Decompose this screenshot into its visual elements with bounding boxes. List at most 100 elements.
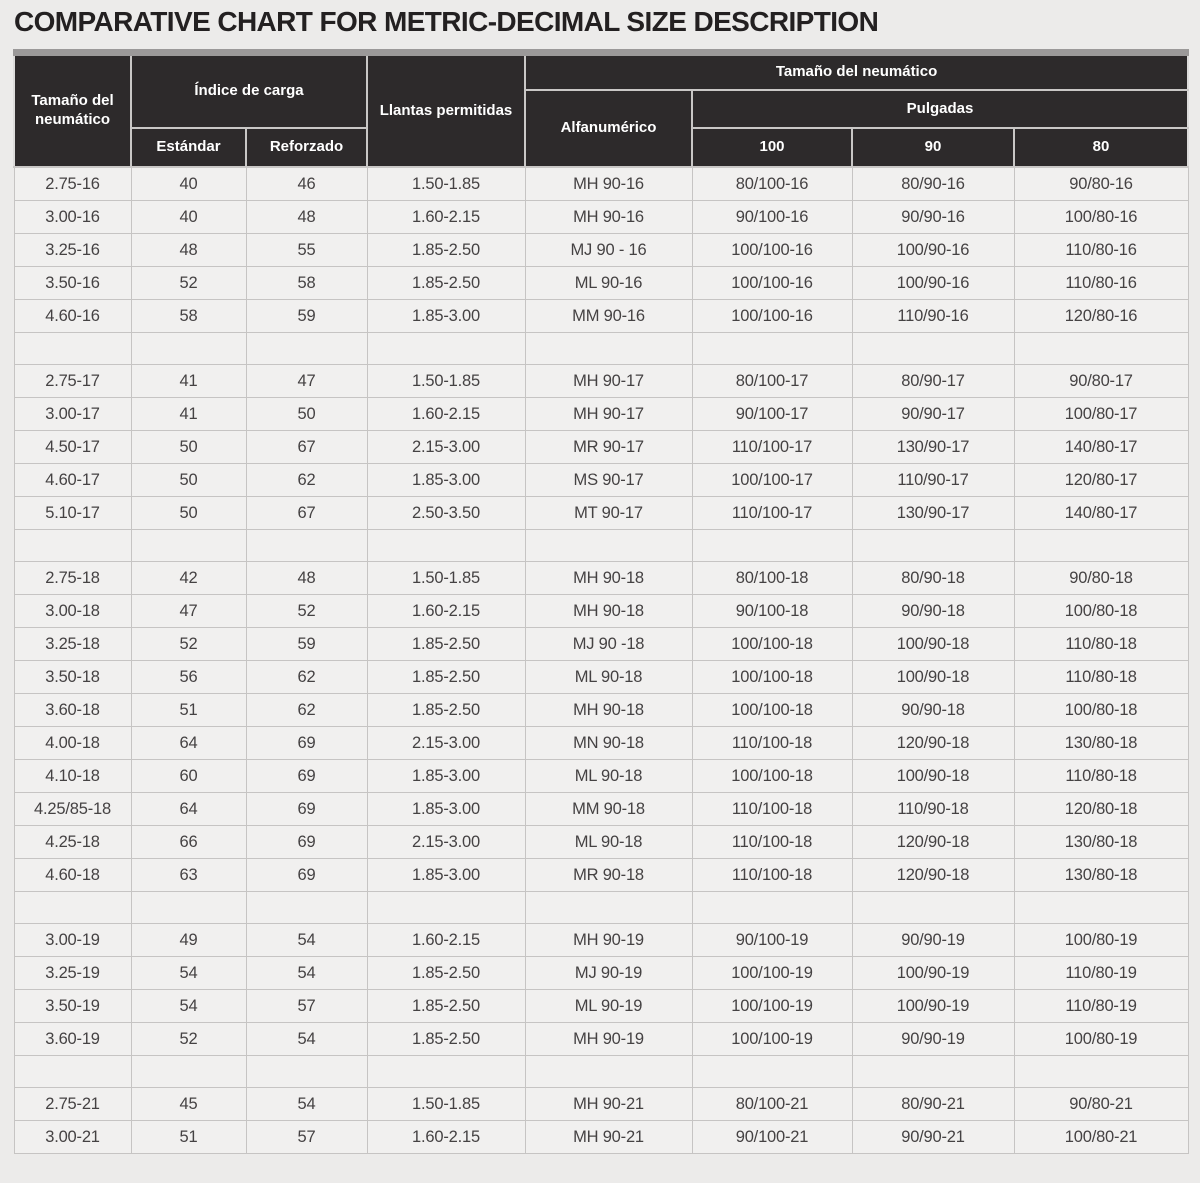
table-cell: MJ 90 - 16 <box>524 233 693 267</box>
separator-cell <box>245 529 368 562</box>
table-cell: 100/80-18 <box>1013 594 1189 628</box>
table-cell: MS 90-17 <box>524 463 693 497</box>
table-cell: 1.85-3.00 <box>366 463 526 497</box>
table-cell: 2.15-3.00 <box>366 726 526 760</box>
table-cell: 110/80-18 <box>1013 627 1189 661</box>
table-cell: 69 <box>245 759 368 793</box>
table-row: 4.00-18 64 69 2.15-3.00 MN 90-18 110/100-18 12… <box>13 726 1189 760</box>
separator-cell <box>13 891 132 924</box>
table-cell: 120/80-18 <box>1013 792 1189 826</box>
table-cell: 100/80-17 <box>1013 397 1189 431</box>
table-cell: 80/100-16 <box>691 166 853 201</box>
table-cell: 140/80-17 <box>1013 496 1189 530</box>
header-row-groups: Tamaño del neumático Índice de carga Lla… <box>13 49 1190 168</box>
table-cell: 90/100-21 <box>691 1120 853 1154</box>
table-cell: 42 <box>130 561 247 595</box>
table-cell: 1.85-3.00 <box>366 792 526 826</box>
separator-cell <box>691 529 853 562</box>
table-row: 5.10-17 50 67 2.50-3.50 MT 90-17 110/100-17 13… <box>13 496 1189 530</box>
table-cell: MH 90-17 <box>524 397 693 431</box>
separator-cell <box>851 529 1015 562</box>
table-cell: MH 90-16 <box>524 166 693 201</box>
table-cell: 80/90-21 <box>851 1087 1015 1121</box>
table-cell: 48 <box>245 200 368 234</box>
table-cell: 69 <box>245 858 368 892</box>
table-cell: MH 90-21 <box>524 1087 693 1121</box>
separator-cell <box>366 1055 526 1088</box>
separator-cell <box>524 1055 693 1088</box>
table-cell: 47 <box>130 594 247 628</box>
table-cell: 120/80-17 <box>1013 463 1189 497</box>
table-cell: 110/80-16 <box>1013 233 1189 267</box>
separator-cell <box>130 332 247 365</box>
table-cell: 48 <box>130 233 247 267</box>
table-cell: 55 <box>245 233 368 267</box>
table-cell: 100/90-18 <box>851 660 1015 694</box>
table-cell: 90/90-17 <box>851 397 1015 431</box>
table-cell: 50 <box>245 397 368 431</box>
table-cell: MH 90-19 <box>524 1022 693 1056</box>
table-cell: 100/80-19 <box>1013 1022 1189 1056</box>
table-row: 3.60-19 52 54 1.85-2.50 MH 90-19 100/100-19 90… <box>13 1022 1189 1056</box>
table-cell: 47 <box>245 364 368 398</box>
separator-cell <box>366 529 526 562</box>
table-cell: 120/90-18 <box>851 726 1015 760</box>
table-row: 3.25-18 52 59 1.85-2.50 MJ 90 -18 100/100-18 1… <box>13 627 1189 661</box>
table-cell: 3.25-16 <box>13 233 132 267</box>
separator-cell <box>691 1055 853 1088</box>
table-cell: 2.75-21 <box>13 1087 132 1121</box>
separator-cell <box>245 891 368 924</box>
table-cell: 54 <box>245 923 368 957</box>
table-cell: 120/80-16 <box>1013 299 1189 333</box>
table-cell: 80/90-17 <box>851 364 1015 398</box>
table-cell: 120/90-18 <box>851 858 1015 892</box>
table-row: 2.75-16 40 46 1.50-1.85 MH 90-16 80/100-16 80/… <box>13 166 1189 201</box>
table-cell: 80/100-21 <box>691 1087 853 1121</box>
table-cell: 48 <box>245 561 368 595</box>
table-cell: 64 <box>130 726 247 760</box>
header-inches: Pulgadas <box>690 89 1190 129</box>
table-cell: 54 <box>245 1087 368 1121</box>
separator-cell <box>13 1055 132 1088</box>
table-cell: 100/100-18 <box>691 660 853 694</box>
separator-cell <box>366 332 526 365</box>
table-header: Tamaño del neumático Índice de carga Lla… <box>13 49 1190 168</box>
table-cell: 100/90-16 <box>851 233 1015 267</box>
table-cell: 100/100-19 <box>691 956 853 990</box>
table-cell: 4.00-18 <box>13 726 132 760</box>
table-row: 3.50-18 56 62 1.85-2.50 ML 90-18 100/100-18 10… <box>13 660 1189 694</box>
table-cell: 1.85-3.00 <box>366 759 526 793</box>
table-cell: 1.60-2.15 <box>366 397 526 431</box>
table-row: 3.60-18 51 62 1.85-2.50 MH 90-18 100/100-18 90… <box>13 693 1189 727</box>
table-cell: 1.85-3.00 <box>366 299 526 333</box>
table-cell: 110/100-17 <box>691 430 853 464</box>
table-row: 3.00-16 40 48 1.60-2.15 MH 90-16 90/100-16 90/… <box>13 200 1189 234</box>
table-cell: MM 90-16 <box>524 299 693 333</box>
table-cell: 51 <box>130 1120 247 1154</box>
table-cell: 40 <box>130 200 247 234</box>
table-cell: 69 <box>245 825 368 859</box>
table-cell: 46 <box>245 166 368 201</box>
table-cell: 90/90-18 <box>851 693 1015 727</box>
table-cell: MH 90-18 <box>524 594 693 628</box>
table-cell: 110/100-17 <box>691 496 853 530</box>
table-cell: 90/100-19 <box>691 923 853 957</box>
separator-cell <box>1013 332 1189 365</box>
table-cell: 1.85-2.50 <box>366 989 526 1023</box>
separator-cell <box>1013 891 1189 924</box>
table-cell: 3.50-19 <box>13 989 132 1023</box>
table-row: 2.75-21 45 54 1.50-1.85 MH 90-21 80/100-21 80/… <box>13 1087 1189 1121</box>
table-cell: 110/90-16 <box>851 299 1015 333</box>
table-cell: 54 <box>245 956 368 990</box>
table-cell: 2.50-3.50 <box>366 496 526 530</box>
table-row: 3.50-19 54 57 1.85-2.50 ML 90-19 100/100-19 10… <box>13 989 1189 1023</box>
table-cell: 60 <box>130 759 247 793</box>
table-cell: 3.50-16 <box>13 266 132 300</box>
table-cell: 4.60-18 <box>13 858 132 892</box>
table-cell: 100/80-16 <box>1013 200 1189 234</box>
header-rims-allowed: Llantas permitidas <box>366 49 526 168</box>
table-cell: 3.00-21 <box>13 1120 132 1154</box>
table-cell: 62 <box>245 660 368 694</box>
table-cell: 130/90-17 <box>851 496 1015 530</box>
table-cell: 54 <box>245 1022 368 1056</box>
